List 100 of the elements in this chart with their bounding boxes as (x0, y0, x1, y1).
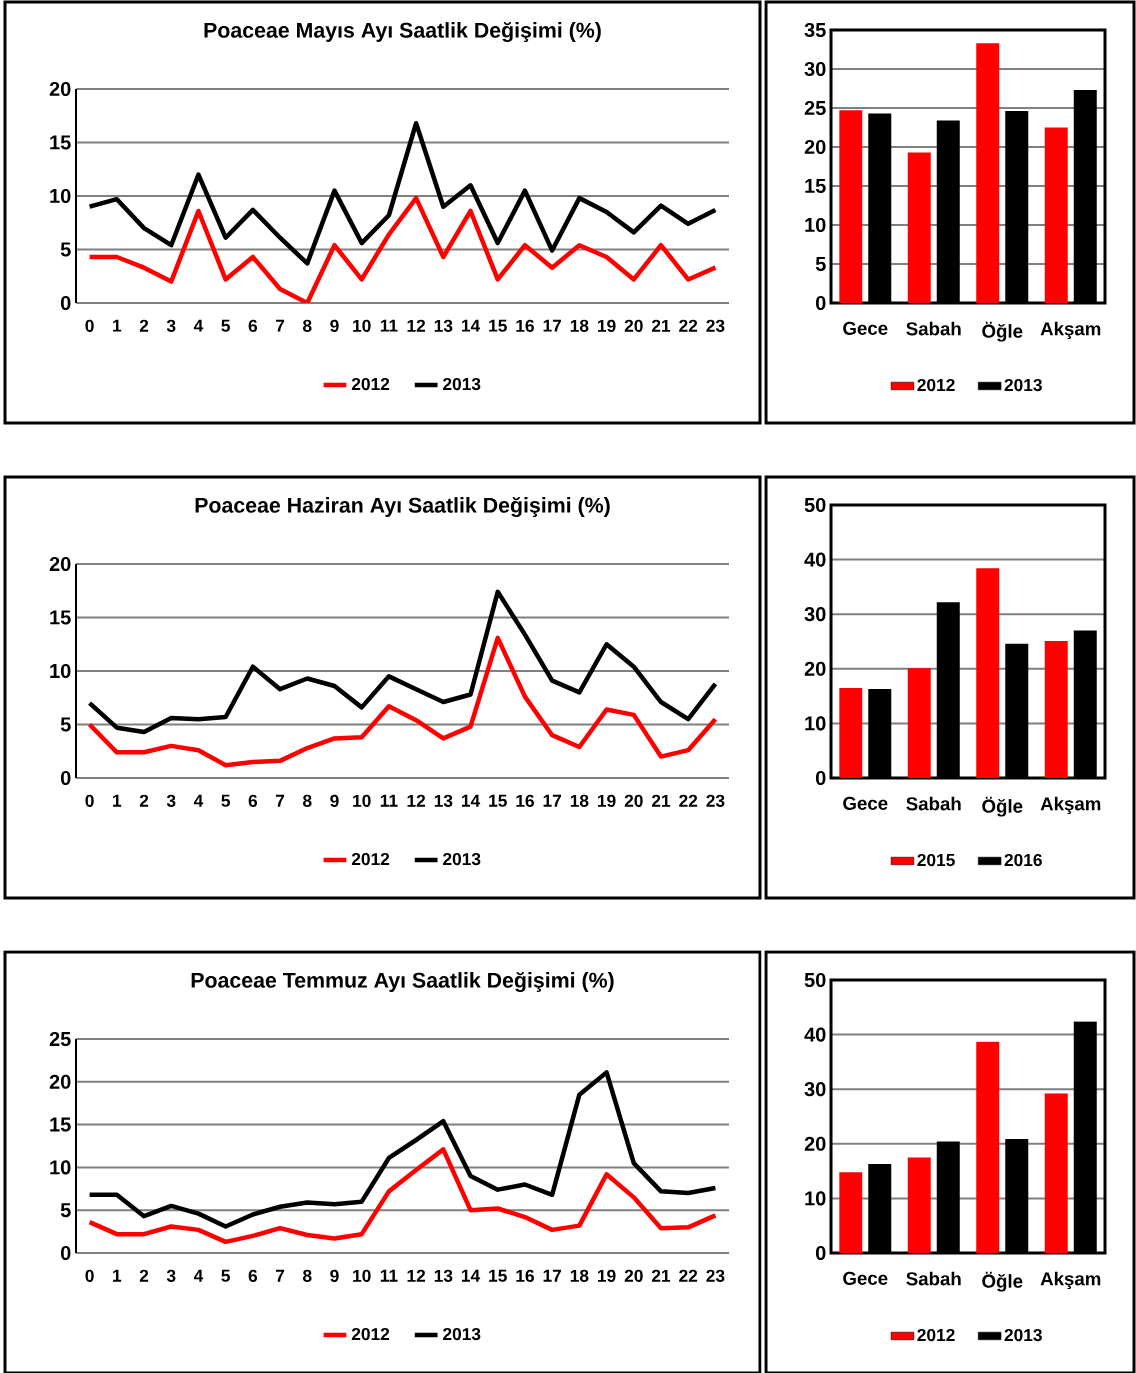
y-tick-label: 20 (49, 1074, 71, 1089)
x-tick-label: 15 (489, 794, 507, 807)
y-tick-label: 30 (804, 607, 826, 622)
x-tick-label: 9 (330, 319, 339, 332)
y-tick-label: 20 (804, 1136, 826, 1151)
x-tick-label: 17 (543, 794, 562, 807)
x-tick-label: 16 (516, 319, 534, 332)
x-tick-label: 22 (679, 1269, 698, 1282)
y-tick-label: 0 (60, 770, 71, 786)
y-tick-label: 10 (50, 1160, 71, 1175)
x-tick-label: Sabah (906, 1271, 961, 1286)
x-tick-label: 18 (570, 794, 589, 807)
legend-label: 2012 (917, 1328, 955, 1342)
x-tick-label: 2 (139, 794, 149, 807)
y-tick-label: 0 (60, 1245, 71, 1261)
x-tick-label: 5 (221, 794, 230, 807)
line-series (87, 589, 718, 735)
y-tick-label: 10 (805, 1191, 826, 1206)
y-tick-label: 40 (804, 552, 826, 567)
x-tick-label: 17 (543, 1269, 562, 1282)
line-series (87, 1070, 718, 1229)
bar (839, 687, 863, 778)
y-tick-label: 5 (60, 1203, 71, 1218)
y-tick-label: 10 (805, 217, 826, 233)
x-tick-label: 4 (193, 1269, 204, 1282)
x-tick-label: 8 (303, 1269, 312, 1282)
y-tick-label: 20 (49, 556, 71, 572)
bar (976, 43, 1000, 303)
bar (907, 1157, 931, 1253)
x-tick-label: Akşam (1040, 796, 1101, 815)
chart-title: Poaceae Mayıs Ayı Saatlik Değişimi (%) (204, 21, 601, 43)
y-tick-label: 20 (804, 661, 826, 676)
y-tick-label: 15 (50, 610, 71, 625)
y-tick-label: 15 (50, 1117, 71, 1132)
y-tick-label: 0 (815, 295, 826, 311)
x-tick-label: Gece (843, 1271, 888, 1285)
legend-label: 2013 (443, 1327, 481, 1341)
x-tick-label: 10 (353, 794, 371, 807)
x-tick-label: 12 (407, 319, 426, 332)
x-tick-label: 3 (166, 319, 176, 332)
bar (1044, 1093, 1068, 1253)
x-tick-label: 3 (166, 1269, 176, 1282)
y-tick-label: 50 (804, 497, 826, 513)
legend-label: 2012 (351, 377, 390, 391)
x-tick-label: Gece (843, 321, 888, 335)
bar (1044, 640, 1068, 778)
chart-title: Poaceae Haziran Ayı Saatlik Değişimi (%) (195, 496, 610, 518)
x-tick-label: Öğle (982, 321, 1023, 342)
y-tick-label: 5 (60, 717, 71, 732)
x-tick-label: 7 (276, 319, 285, 332)
bar (907, 152, 931, 303)
x-tick-label: 1 (113, 319, 122, 332)
x-tick-label: 6 (248, 319, 258, 332)
legend-label: 2012 (351, 852, 390, 866)
x-tick-label: 12 (407, 1269, 426, 1282)
x-tick-label: 17 (543, 319, 562, 332)
x-tick-label: 5 (221, 319, 230, 332)
x-tick-label: 5 (221, 1269, 230, 1282)
y-tick-label: 35 (804, 22, 826, 38)
x-tick-label: 16 (516, 1269, 534, 1282)
x-tick-label: 15 (489, 319, 507, 332)
x-tick-label: 7 (276, 794, 285, 807)
bar (976, 568, 1000, 778)
x-tick-label: 22 (679, 794, 698, 807)
line-series (87, 195, 718, 303)
x-tick-label: Gece (843, 796, 888, 810)
y-tick-label: 30 (804, 61, 826, 77)
line-series (87, 120, 718, 266)
x-tick-label: Öğle (982, 1271, 1023, 1292)
x-tick-label: 1 (113, 794, 122, 807)
x-tick-label: 8 (303, 794, 312, 807)
x-tick-label: 0 (85, 794, 94, 807)
y-tick-label: 25 (49, 1031, 71, 1047)
x-tick-label: 15 (489, 1269, 507, 1282)
y-tick-label: 5 (815, 257, 826, 271)
legend-label: 2013 (443, 852, 481, 866)
y-tick-label: 20 (49, 81, 71, 97)
x-tick-label: 22 (679, 319, 698, 332)
x-tick-label: 7 (276, 1269, 285, 1282)
x-tick-label: 2 (139, 319, 149, 332)
x-tick-label: 11 (380, 1269, 398, 1282)
x-tick-label: 10 (353, 1269, 371, 1282)
legend-label: 2013 (1004, 1328, 1042, 1342)
x-tick-label: 9 (330, 794, 339, 807)
x-tick-label: 6 (248, 1269, 258, 1282)
x-tick-label: 19 (598, 1269, 616, 1282)
legend-label: 2013 (1004, 378, 1042, 392)
x-tick-label: 14 (461, 1269, 481, 1282)
x-tick-label: 0 (85, 1269, 94, 1282)
x-tick-label: 20 (624, 794, 643, 807)
y-tick-label: 15 (50, 135, 71, 150)
y-tick-label: 10 (805, 716, 826, 731)
x-tick-label: 4 (193, 794, 204, 807)
x-tick-label: 9 (330, 1269, 339, 1282)
y-tick-label: 50 (804, 972, 826, 988)
x-tick-label: 21 (651, 1269, 671, 1282)
x-tick-label: 13 (434, 794, 453, 807)
x-tick-label: Sabah (906, 321, 961, 336)
x-tick-label: 13 (434, 1269, 453, 1282)
y-tick-label: 10 (50, 188, 71, 204)
